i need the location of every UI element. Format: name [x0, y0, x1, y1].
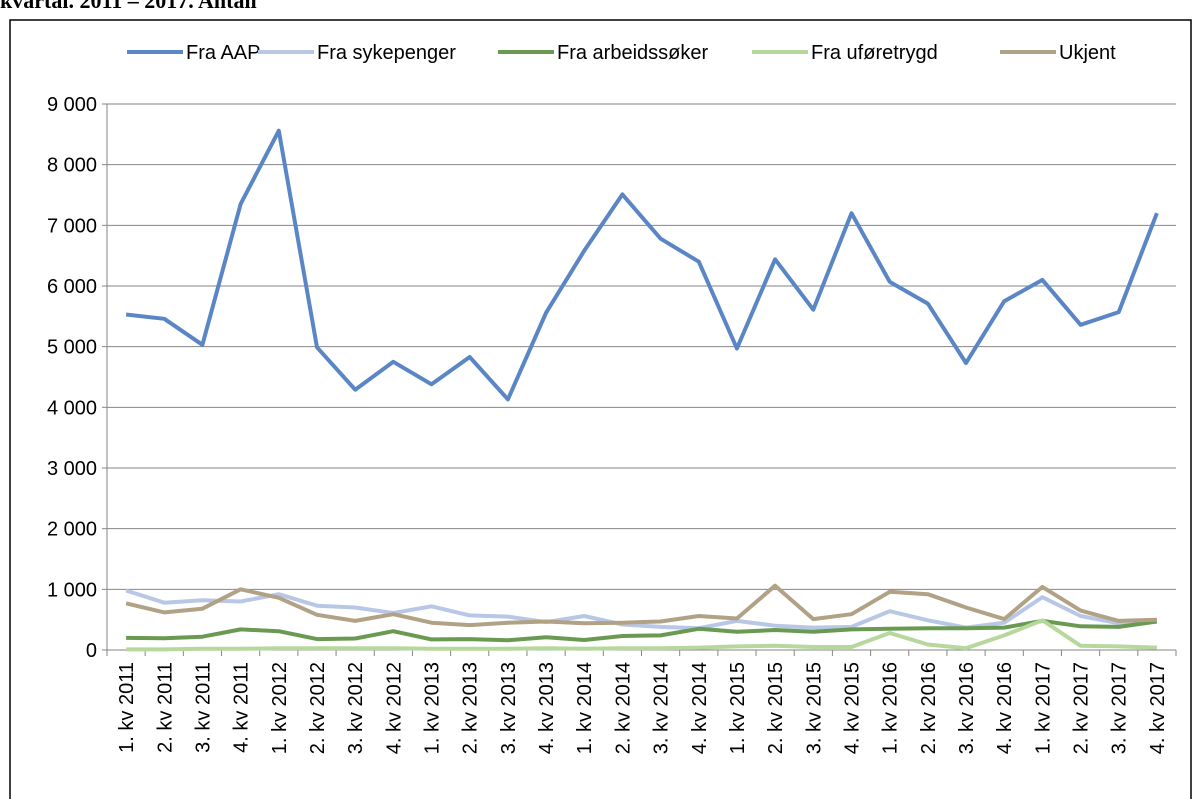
x-tick-label: 2. kv 2014 [612, 662, 634, 754]
legend-label: Ukjent [1059, 42, 1116, 64]
x-tick-label: 2. kv 2013 [460, 662, 482, 754]
y-tick-label: 5 000 [47, 337, 97, 359]
x-tick-label: 4. kv 2017 [1147, 662, 1169, 754]
legend-label: Fra sykepenger [317, 42, 456, 64]
legend-label: Fra uføretrygd [811, 42, 938, 64]
y-tick-label: 9 000 [47, 94, 97, 116]
x-tick-label: 3. kv 2012 [345, 662, 367, 754]
y-tick-label: 7 000 [47, 215, 97, 237]
x-tick-label: 1. kv 2015 [727, 662, 749, 754]
x-tick-label: 4. kv 2011 [231, 662, 253, 753]
series-line [125, 128, 1159, 402]
y-tick-label: 8 000 [47, 155, 97, 177]
x-tick-label: 4. kv 2016 [994, 662, 1016, 754]
x-tick-label: 1. kv 2011 [116, 662, 138, 753]
x-tick-label: 4. kv 2012 [383, 662, 405, 754]
y-tick-label: 6 000 [47, 276, 97, 298]
y-tick-label: 4 000 [47, 397, 97, 419]
series-line [125, 588, 1157, 631]
x-tick-label: 1. kv 2013 [422, 662, 444, 754]
chart-title: kvartal. 2011 – 2017. Antall [0, 0, 257, 13]
y-tick-label: 3 000 [47, 458, 97, 480]
x-tick-label: 4. kv 2015 [841, 662, 863, 754]
x-tick-label: 1. kv 2017 [1032, 662, 1054, 754]
y-tick-label: 2 000 [47, 519, 97, 541]
x-tick-label: 2. kv 2016 [918, 662, 940, 754]
x-tick-label: 2. kv 2012 [307, 662, 329, 754]
x-tick-label: 4. kv 2013 [536, 662, 558, 754]
series-line [126, 618, 1158, 643]
x-tick-label: 3. kv 2014 [651, 662, 673, 754]
series-line [125, 583, 1157, 628]
x-tick-label: 1. kv 2012 [269, 662, 291, 754]
y-tick-label: 1 000 [47, 579, 97, 601]
legend-label: Fra AAP [186, 42, 260, 64]
x-tick-label: 2. kv 2015 [765, 662, 787, 754]
x-tick-label: 1. kv 2016 [880, 662, 902, 754]
series-line [126, 618, 1157, 652]
x-tick-label: 2. kv 2017 [1071, 662, 1093, 754]
x-tick-label: 1. kv 2014 [574, 662, 596, 754]
legend-label: Fra arbeidssøker [557, 42, 708, 64]
x-tick-label: 4. kv 2014 [689, 662, 711, 754]
chart-frame [9, 19, 1192, 799]
y-tick-label: 0 [86, 640, 97, 662]
x-tick-label: 3. kv 2015 [803, 662, 825, 754]
x-tick-label: 3. kv 2011 [192, 662, 214, 753]
x-tick-label: 2. kv 2011 [154, 662, 176, 753]
x-tick-label: 3. kv 2016 [956, 662, 978, 754]
x-tick-label: 3. kv 2013 [498, 662, 520, 754]
x-tick-label: 3. kv 2017 [1109, 662, 1131, 754]
